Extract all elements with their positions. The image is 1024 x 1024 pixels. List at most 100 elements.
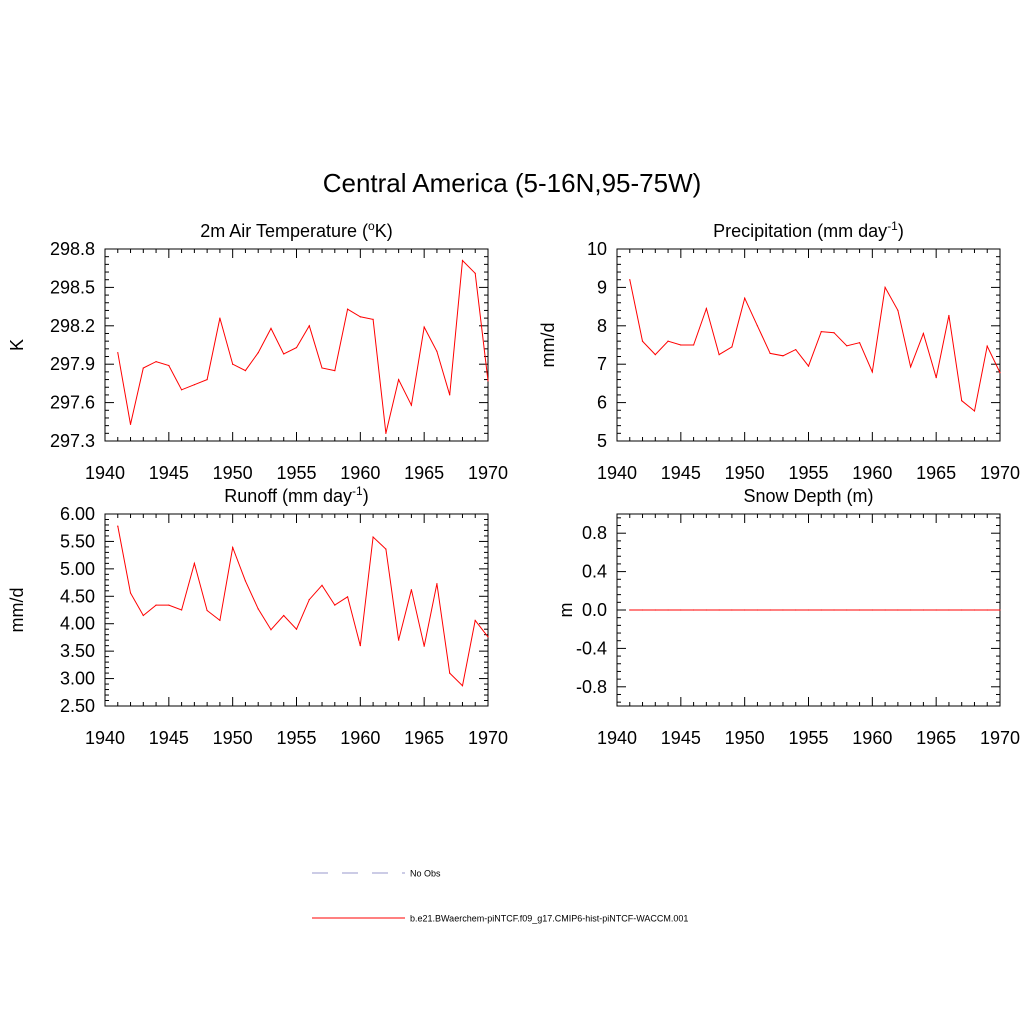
figure-title: Central America (5-16N,95-75W) (322, 168, 702, 198)
y-tick-label: 298.8 (50, 239, 95, 259)
data-point (667, 609, 669, 611)
data-point (155, 604, 157, 606)
data-point (129, 592, 132, 594)
data-point (346, 596, 349, 598)
data-point (935, 377, 937, 379)
data-point (973, 609, 976, 611)
data-point (846, 345, 848, 347)
x-tick-label: 1945 (661, 728, 701, 748)
x-tick-label: 1960 (340, 463, 380, 483)
panel-title-main: Precipitation (mm day (713, 221, 887, 241)
data-point (334, 604, 336, 606)
data-point (410, 404, 412, 406)
data-point (922, 332, 925, 335)
data-point (219, 317, 221, 319)
data-point (731, 346, 733, 348)
data-point (257, 352, 259, 354)
x-tick-label: 1940 (597, 463, 637, 483)
data-point (705, 609, 707, 611)
data-point (283, 614, 285, 617)
data-point (487, 636, 489, 638)
panel-title: 2m Air Temperature (oK) (200, 219, 392, 241)
data-point (461, 259, 464, 262)
data-point (769, 352, 771, 355)
data-point (181, 389, 183, 391)
data-point (948, 609, 950, 611)
data-point (270, 629, 272, 631)
data-point (807, 609, 810, 611)
data-point (359, 316, 361, 318)
data-point (487, 380, 489, 382)
x-tick-label: 1965 (916, 728, 956, 748)
y-tick-label: 0.0 (582, 600, 607, 620)
data-point (718, 609, 720, 611)
x-tick-label: 1960 (852, 463, 892, 483)
data-point (731, 609, 733, 611)
data-point (744, 297, 746, 299)
data-point (680, 344, 682, 346)
legend-label-2: b.e21.BWaerchem-piNTCF.f09_g17.CMIP6-his… (410, 914, 688, 924)
data-point (372, 318, 374, 320)
data-point (436, 583, 438, 585)
data-point (449, 394, 451, 396)
data-point (756, 609, 759, 611)
x-tick-label: 1970 (980, 728, 1020, 748)
y-axis-label: mm/d (538, 323, 558, 368)
data-point (846, 609, 848, 611)
y-tick-label: 297.9 (50, 354, 95, 374)
data-point (308, 598, 310, 601)
data-point (680, 609, 682, 611)
y-tick-label: 3.00 (60, 669, 95, 689)
data-point (398, 639, 400, 641)
data-point (820, 609, 822, 611)
y-tick-label: 298.2 (50, 316, 95, 336)
y-tick-label: 7 (597, 354, 607, 374)
x-tick-label: 1950 (213, 463, 253, 483)
panel-title-end: ) (898, 221, 904, 241)
x-tick-label: 1945 (661, 463, 701, 483)
y-tick-label: 0.8 (582, 523, 607, 543)
y-tick-label: 2.50 (60, 696, 95, 716)
y-tick-label: 4.50 (60, 586, 95, 606)
legend-label-1: No Obs (410, 869, 441, 879)
panel-title-sup: -1 (887, 219, 898, 233)
data-point (359, 645, 361, 647)
y-tick-label: 5.50 (60, 531, 95, 551)
series-line (117, 259, 489, 434)
x-tick-label: 1940 (85, 728, 125, 748)
data-point (117, 352, 119, 354)
data-point (168, 364, 170, 367)
x-tick-label: 1955 (788, 463, 828, 483)
y-axis-label: m (556, 603, 576, 618)
x-tick-label: 1965 (404, 463, 444, 483)
y-tick-label: 9 (597, 277, 607, 297)
x-tick-label: 1940 (597, 728, 637, 748)
panel-2: Precipitation (mm day-1) mm/d 1940 1945 1950… (538, 219, 1020, 483)
data-point (884, 286, 886, 288)
data-point (807, 365, 810, 367)
x-tick-label: 1960 (852, 728, 892, 748)
x-tick-label: 1955 (276, 728, 316, 748)
y-axis-label: K (7, 339, 27, 351)
y-tick-label: 4.00 (60, 614, 95, 634)
data-point (410, 589, 412, 591)
data-point (244, 370, 247, 372)
data-point (385, 432, 387, 434)
panel-title: Precipitation (mm day-1) (713, 219, 904, 241)
panel-1: 2m Air Temperature (oK) K 1940 1945 1950 1955… (7, 219, 508, 483)
data-point (641, 609, 644, 611)
data-point (423, 326, 425, 328)
data-point (910, 609, 912, 611)
data-point (398, 378, 400, 381)
y-axis-label: mm/d (7, 588, 27, 633)
data-point (833, 332, 835, 334)
series-line (629, 279, 1001, 412)
panel-title: Runoff (mm day-1) (224, 484, 368, 506)
data-point (423, 645, 425, 647)
data-point (308, 325, 310, 327)
y-tick-label: 5 (597, 431, 607, 451)
data-point (654, 354, 656, 356)
y-tick-label: 0.4 (582, 562, 607, 582)
